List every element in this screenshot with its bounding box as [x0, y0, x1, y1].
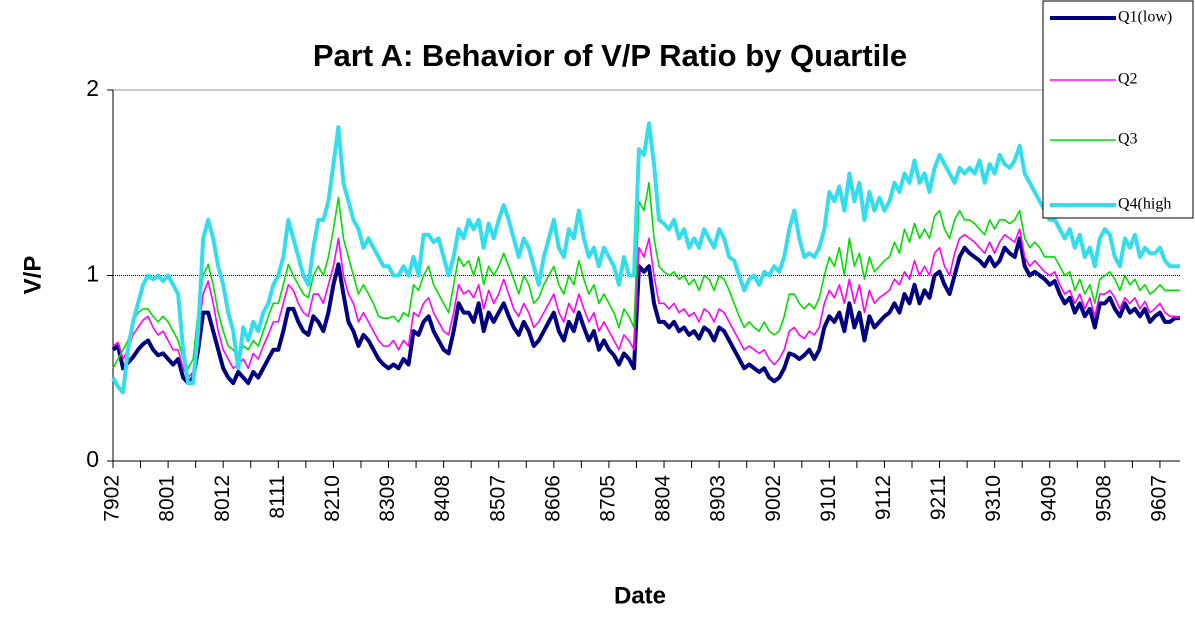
x-tick-label: 8210 — [321, 475, 344, 522]
x-tick-label: 8606 — [541, 475, 564, 522]
series-line — [112, 228, 1181, 379]
x-tick-label: 8111 — [266, 475, 289, 519]
x-tick-label: 9409 — [1037, 475, 1060, 522]
chart-title: Part A: Behavior of V/P Ratio by Quartil… — [313, 38, 907, 73]
series-line — [111, 236, 1180, 386]
x-tick-label: 8903 — [707, 475, 730, 522]
x-tick-label: 9002 — [762, 475, 785, 522]
legend-label: Q2 — [1118, 71, 1138, 88]
x-tick-label: 9607 — [1148, 475, 1171, 522]
legend: Q1(low) Q2 Q3 Q4(high — [1042, 0, 1194, 219]
series-line — [112, 181, 1180, 370]
x-tick-label: 9211 — [927, 475, 950, 520]
y-tick-label: 0 — [86, 446, 99, 472]
x-tick-label: 9112 — [872, 475, 895, 520]
x-tick-label: 8507 — [486, 475, 509, 522]
x-tick-label: 8705 — [596, 475, 619, 522]
x-tick-label: 9101 — [817, 475, 840, 522]
y-axis-label: V/P — [19, 256, 46, 295]
legend-box — [1042, 0, 1194, 219]
legend-label: Q1(low) — [1118, 9, 1172, 26]
legend-label: Q3 — [1118, 131, 1138, 148]
legend-label: Q4(high — [1118, 196, 1171, 213]
y-tick-label: 2 — [86, 75, 99, 101]
x-tick-label: 8012 — [211, 475, 234, 522]
x-tick-label: 7902 — [101, 475, 124, 522]
x-tick-label: 9508 — [1092, 475, 1115, 522]
x-tick-label: 8001 — [156, 475, 179, 522]
x-tick-label: 8408 — [431, 475, 454, 522]
plot-area: 0 1 2 7902 8001 8012 8111 8210 8309 8408 8507 8606 8… — [86, 75, 1181, 522]
y-tick-label: 1 — [86, 261, 99, 287]
x-tick-label: 8309 — [376, 475, 399, 522]
x-tick-label: 9310 — [982, 475, 1005, 522]
series-line — [111, 121, 1180, 395]
x-axis-label: Date — [614, 582, 666, 609]
x-tick-label: 8804 — [652, 475, 675, 522]
